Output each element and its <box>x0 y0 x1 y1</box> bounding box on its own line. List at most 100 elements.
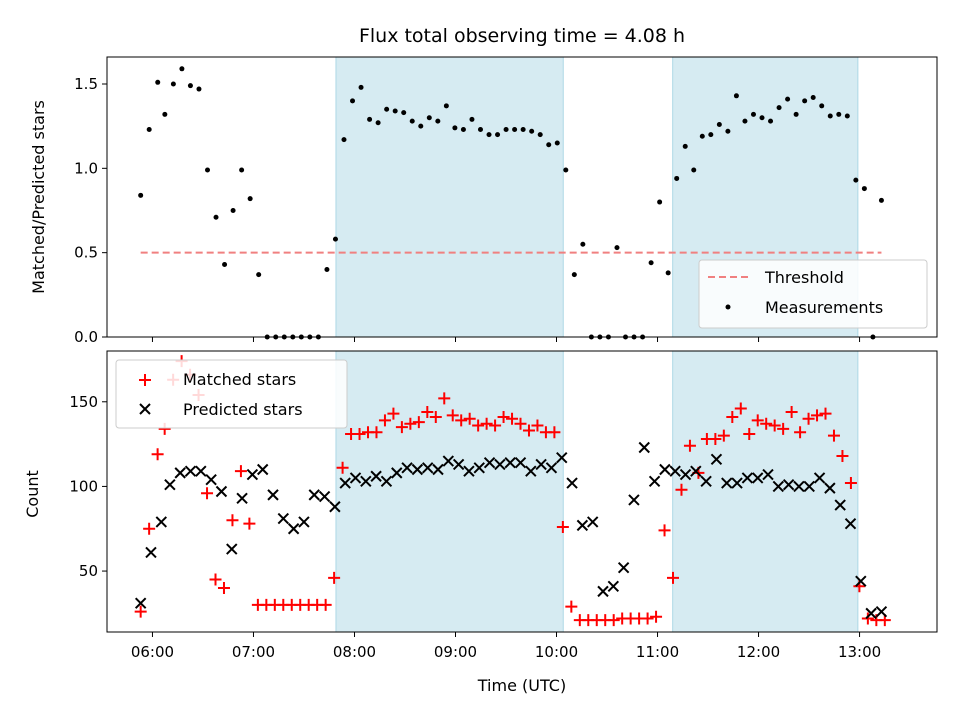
predicted-stars-point <box>236 492 248 504</box>
predicted-stars-point <box>174 467 186 479</box>
matched-stars-point <box>794 426 807 439</box>
matched-stars-point <box>234 465 247 478</box>
measurement-point <box>324 267 330 273</box>
matched-stars-point <box>319 598 332 611</box>
predicted-stars-point <box>298 516 310 528</box>
measurement-point <box>367 116 373 122</box>
predicted-stars-point <box>287 523 300 535</box>
measurement-point <box>793 111 799 117</box>
measurement-point <box>375 120 381 126</box>
matched-legend-label: Matched stars <box>183 370 296 389</box>
measurement-point <box>179 66 185 72</box>
matched-stars-point <box>548 426 561 439</box>
measurement-point <box>674 175 680 181</box>
bottom-y-tick-label: 150 <box>69 393 98 411</box>
top-legend: Threshold Measurements <box>698 259 928 329</box>
bottom-legend: Matched stars Predicted stars <box>115 359 348 429</box>
matched-stars-point <box>455 414 468 427</box>
predicted-stars-point <box>824 482 836 494</box>
predicted-stars-point <box>813 472 826 484</box>
measurement-point <box>452 125 458 131</box>
predicted-stars-point <box>442 455 455 467</box>
predicted-stars-point <box>535 458 547 471</box>
matched-stars-point <box>514 417 527 430</box>
observing-window-shade <box>335 56 564 338</box>
predicted-stars-point <box>411 463 424 476</box>
bottom-axes: 06:00 07:00 08:00 09:00 10:00 11:00 12:00 13:00… <box>69 393 881 661</box>
predicted-stars-point <box>659 463 671 476</box>
predicted-stars-point <box>628 494 640 506</box>
measurement-point <box>230 207 236 213</box>
predicted-stars-point <box>226 543 238 555</box>
x-tick-label: 12:00 <box>737 643 780 661</box>
measurement-point <box>614 245 620 251</box>
bottom-legend-box <box>115 359 348 429</box>
measurement-point <box>239 167 245 173</box>
predicted-stars-point <box>205 473 217 486</box>
measurement-point <box>682 143 688 149</box>
matched-stars-point <box>506 412 519 425</box>
measurement-point <box>486 132 492 138</box>
predicted-stars-point <box>617 561 630 574</box>
matched-stars-point <box>412 416 425 429</box>
matched-stars-point <box>802 412 815 425</box>
measurement-point <box>247 196 253 202</box>
matched-stars-point <box>531 419 544 432</box>
top-y-tick-label: 1.0 <box>74 159 98 177</box>
predicted-stars-point <box>463 465 475 477</box>
measurement-point <box>776 105 782 111</box>
measurement-point <box>836 111 842 117</box>
measurement-point <box>827 113 833 119</box>
measurement-point <box>409 118 415 124</box>
predicted-stars-point <box>586 516 599 528</box>
bottom-panel: 06:00 07:00 08:00 09:00 10:00 11:00 12:00 13:00… <box>23 350 938 695</box>
x-tick-label: 13:00 <box>838 643 881 661</box>
measurement-point <box>810 94 816 100</box>
bottom-plot-frame <box>106 350 938 633</box>
predicted-stars-point <box>597 585 609 598</box>
matched-stars-point <box>463 412 476 425</box>
predicted-stars-point <box>473 462 485 474</box>
matched-stars-point <box>717 429 730 442</box>
predicted-stars-point <box>494 458 506 471</box>
matched-stars-point <box>827 429 840 442</box>
measurements-legend-swatch <box>725 304 731 310</box>
matched-stars-point <box>836 449 849 462</box>
predicted-stars-point <box>184 465 197 477</box>
x-tick-label: 06:00 <box>131 643 174 661</box>
predicted-stars-point <box>731 477 743 489</box>
matched-stars-point <box>489 419 502 432</box>
predicted-stars-point <box>277 512 290 525</box>
predicted-stars-point <box>721 477 733 489</box>
measurement-point <box>146 127 152 133</box>
predicted-stars-point <box>401 462 413 474</box>
matched-stars-point <box>667 571 680 584</box>
predicted-stars-point <box>504 457 516 469</box>
measurement-point <box>495 132 501 138</box>
matched-stars-point <box>650 610 663 623</box>
measurement-point <box>155 79 161 85</box>
matched-stars-point <box>565 600 578 613</box>
predicted-stars-point <box>855 575 867 587</box>
measurement-point <box>460 127 466 133</box>
measurement-point <box>392 108 398 114</box>
top-plot-frame <box>106 56 938 338</box>
predicted-stars-point <box>875 605 888 618</box>
matched-stars-point <box>743 427 756 440</box>
predicted-stars-point <box>710 453 723 466</box>
measurement-point <box>512 127 518 133</box>
measurement-point <box>708 132 714 138</box>
measurements-legend-label: Measurements <box>765 298 883 317</box>
measurement-point <box>750 111 756 117</box>
measurement-point <box>350 98 356 104</box>
measurement-point <box>546 142 552 148</box>
predicted-stars-point <box>483 457 496 469</box>
measurement-point <box>716 121 722 127</box>
x-tick-label: 10:00 <box>535 643 578 661</box>
predicted-stars-point <box>145 546 157 559</box>
matched-stars-point <box>480 417 493 430</box>
matched-stars-point <box>217 581 230 594</box>
predicted-stars-point <box>556 451 568 464</box>
matched-stars-point <box>134 605 147 618</box>
measurement-point <box>426 115 432 121</box>
